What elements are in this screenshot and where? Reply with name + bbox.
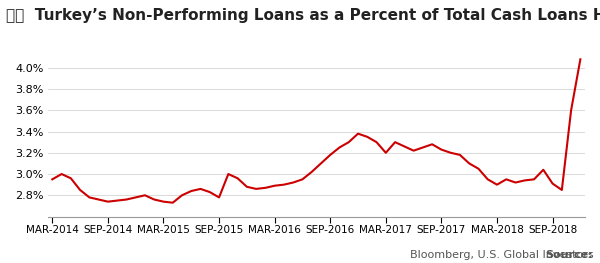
Text: 🇹🇷  Turkey’s Non-Performing Loans as a Percent of Total Cash Loans Has Spiked: 🇹🇷 Turkey’s Non-Performing Loans as a Pe… [6,8,600,23]
Text: Source:: Source: [545,250,593,260]
Text: Bloomberg, U.S. Global Investors: Bloomberg, U.S. Global Investors [410,250,594,260]
Text: Source: Bloomberg, U.S. Global Investors: Source: Bloomberg, U.S. Global Investors [0,262,1,263]
